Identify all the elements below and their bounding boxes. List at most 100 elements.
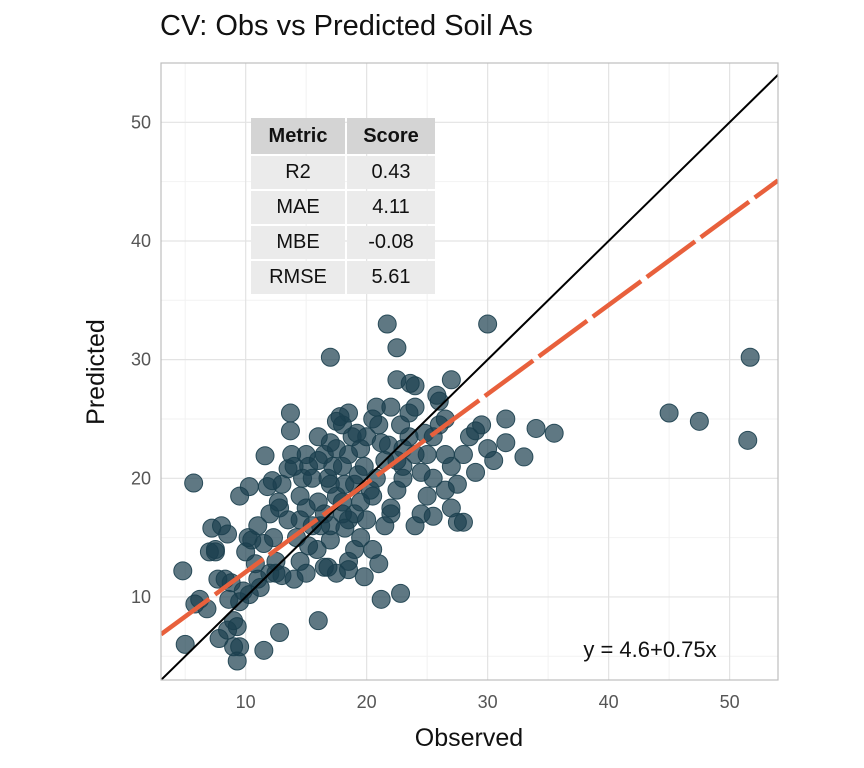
- data-point: [262, 471, 282, 491]
- x-tick-label: 10: [236, 692, 256, 712]
- points-layer: [173, 314, 760, 671]
- data-point: [484, 450, 504, 470]
- data-point: [227, 651, 247, 671]
- data-point: [441, 456, 461, 476]
- data-point: [466, 462, 486, 482]
- data-point: [296, 445, 316, 465]
- data-point: [423, 506, 443, 526]
- data-point: [357, 510, 377, 530]
- metric-name-mae: MAE: [251, 191, 345, 224]
- data-point: [326, 411, 346, 431]
- metric-score-rmse: 5.61: [347, 261, 435, 294]
- data-point: [280, 421, 300, 441]
- data-point: [320, 347, 340, 367]
- metrics-table: Metric Score R2 0.43 MAE 4.11 MBE -0.08 …: [249, 116, 437, 296]
- data-point: [268, 492, 288, 512]
- table-row: MBE -0.08: [251, 226, 435, 259]
- metric-header: Metric: [251, 118, 345, 154]
- y-axis: 10 20 30 40 50: [131, 112, 151, 607]
- data-point: [740, 347, 760, 367]
- y-tick-label: 10: [131, 587, 151, 607]
- data-point: [184, 473, 204, 493]
- metric-name-rmse: RMSE: [251, 261, 345, 294]
- data-point: [427, 385, 447, 405]
- metric-score-mae: 4.11: [347, 191, 435, 224]
- data-point: [175, 634, 195, 654]
- data-point: [347, 423, 367, 443]
- data-point: [308, 427, 328, 447]
- identity-line: [161, 74, 778, 680]
- data-point: [411, 462, 431, 482]
- x-tick-label: 50: [720, 692, 740, 712]
- data-point: [369, 554, 389, 574]
- data-point: [689, 411, 709, 431]
- data-point: [472, 415, 492, 435]
- data-point: [248, 516, 268, 536]
- data-point: [173, 561, 193, 581]
- metrics-header-row: Metric Score: [251, 118, 435, 154]
- chart-title: CV: Obs vs Predicted Soil As: [160, 10, 533, 42]
- data-point: [514, 447, 534, 467]
- data-point: [239, 477, 259, 497]
- data-point: [371, 589, 391, 609]
- x-axis: 10 20 30 40 50: [236, 692, 740, 712]
- data-point: [435, 480, 455, 500]
- data-point: [738, 430, 758, 450]
- data-point: [496, 409, 516, 429]
- fit-line: [161, 178, 778, 637]
- data-point: [378, 435, 398, 455]
- y-axis-title: Predicted: [82, 319, 110, 425]
- data-point: [270, 623, 290, 643]
- data-point: [453, 445, 473, 465]
- data-point: [278, 510, 298, 530]
- data-point: [339, 560, 359, 580]
- data-point: [381, 397, 401, 417]
- x-tick-label: 30: [478, 692, 498, 712]
- data-point: [391, 583, 411, 603]
- fit-equation-label: y = 4.6+0.75x: [583, 637, 716, 662]
- data-point: [284, 456, 304, 476]
- data-point: [280, 403, 300, 423]
- x-axis-title: Observed: [415, 724, 523, 752]
- x-tick-label: 40: [599, 692, 619, 712]
- data-point: [254, 640, 274, 660]
- y-tick-label: 50: [131, 112, 151, 132]
- data-point: [320, 516, 340, 536]
- y-tick-label: 40: [131, 231, 151, 251]
- data-point: [544, 423, 564, 443]
- data-point: [348, 465, 368, 485]
- x-tick-label: 20: [357, 692, 377, 712]
- data-point: [218, 524, 238, 544]
- data-point: [496, 433, 516, 453]
- data-point: [405, 397, 425, 417]
- data-point: [526, 418, 546, 438]
- data-point: [369, 415, 389, 435]
- metric-name-mbe: MBE: [251, 226, 345, 259]
- data-point: [417, 486, 437, 506]
- data-point: [307, 539, 327, 559]
- y-tick-label: 30: [131, 350, 151, 370]
- data-point: [255, 446, 275, 466]
- data-point: [441, 370, 461, 390]
- y-tick-label: 20: [131, 468, 151, 488]
- metric-name-r2: R2: [251, 156, 345, 189]
- score-header: Score: [347, 118, 435, 154]
- plot-border: [160, 62, 779, 681]
- data-point: [205, 542, 225, 562]
- data-point: [354, 567, 374, 587]
- data-point: [659, 403, 679, 423]
- table-row: R2 0.43: [251, 156, 435, 189]
- data-point: [478, 314, 498, 334]
- data-point: [250, 577, 270, 597]
- table-row: RMSE 5.61: [251, 261, 435, 294]
- metric-score-mbe: -0.08: [347, 226, 435, 259]
- data-point: [387, 338, 407, 358]
- data-point: [318, 557, 338, 577]
- data-point: [405, 376, 425, 396]
- data-point: [296, 563, 316, 583]
- data-point: [381, 504, 401, 524]
- metric-score-r2: 0.43: [347, 156, 435, 189]
- table-row: MAE 4.11: [251, 191, 435, 224]
- data-point: [453, 512, 473, 532]
- data-point: [218, 620, 238, 640]
